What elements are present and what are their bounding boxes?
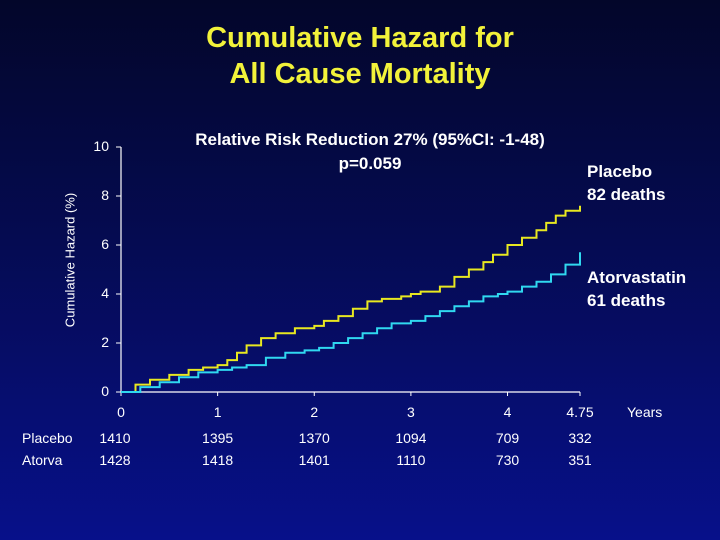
x-tick-label: 1 bbox=[213, 404, 222, 420]
risk-row-label: Atorva bbox=[22, 452, 63, 468]
x-tick-label: 4 bbox=[503, 404, 512, 420]
x-axis-unit: Years bbox=[627, 404, 663, 420]
placebo-name: Placebo bbox=[587, 162, 653, 181]
x-tick-label: 4.75 bbox=[566, 404, 594, 420]
risk-cell: 332 bbox=[568, 430, 592, 446]
subtitle-rrr: Relative Risk Reduction 27% (95%CI: -1-4… bbox=[195, 130, 545, 149]
subtitle-pvalue: p=0.059 bbox=[338, 154, 402, 173]
atorvastatin-name: Atorvastatin bbox=[587, 268, 687, 287]
risk-cell: 351 bbox=[568, 452, 592, 468]
y-tick-label: 6 bbox=[101, 236, 109, 252]
y-tick-label: 0 bbox=[101, 383, 109, 399]
risk-cell: 1410 bbox=[99, 430, 131, 446]
chart-title: Cumulative Hazard for All Cause Mortalit… bbox=[0, 20, 720, 92]
risk-cell: 709 bbox=[495, 430, 520, 446]
y-tick-label: 2 bbox=[101, 334, 109, 350]
y-tick-label: 10 bbox=[93, 138, 109, 154]
chart-title-line1: Cumulative Hazard for bbox=[206, 22, 514, 54]
chart-title-line2: All Cause Mortality bbox=[229, 58, 491, 90]
risk-row-label: Placebo bbox=[22, 430, 73, 446]
x-tick-label: 2 bbox=[310, 404, 319, 420]
placebo-deaths: 82 deaths bbox=[587, 185, 666, 204]
risk-cell: 1094 bbox=[395, 430, 427, 446]
atorvastatin-deaths: 61 deaths bbox=[587, 291, 666, 310]
atorvastatin-hazard-line bbox=[121, 252, 581, 393]
risk-cell: 730 bbox=[495, 452, 520, 468]
chart-subtitle: Relative Risk Reduction 27% (95%CI: -1-4… bbox=[140, 128, 600, 176]
placebo-series-label: Placebo 82 deaths bbox=[587, 160, 665, 206]
x-tick-label: 0 bbox=[117, 404, 125, 420]
risk-cell: 1401 bbox=[298, 452, 330, 468]
risk-cell: 1395 bbox=[202, 430, 234, 446]
atorvastatin-series-label: Atorvastatin 61 deaths bbox=[587, 266, 686, 312]
risk-cell: 1428 bbox=[99, 452, 131, 468]
y-tick-label: 4 bbox=[101, 285, 109, 301]
risk-cell: 1370 bbox=[298, 430, 330, 446]
risk-cell: 1110 bbox=[396, 452, 426, 468]
y-tick-label: 8 bbox=[101, 187, 109, 203]
placebo-hazard-line bbox=[121, 205, 581, 393]
risk-cell: 1418 bbox=[202, 452, 234, 468]
x-tick-label: 3 bbox=[406, 404, 415, 420]
